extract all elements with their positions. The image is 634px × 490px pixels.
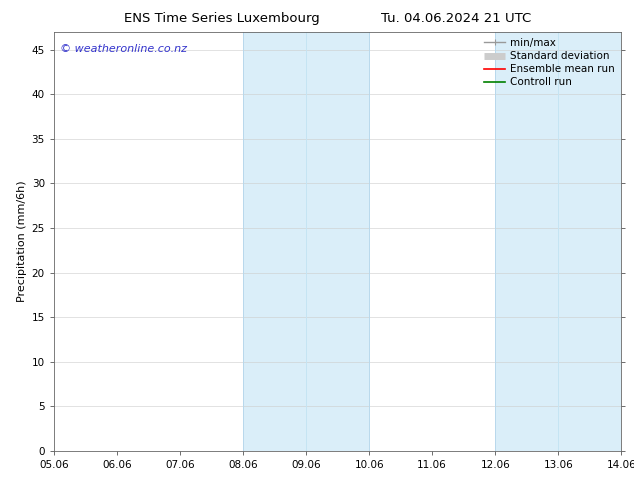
Text: © weatheronline.co.nz: © weatheronline.co.nz — [60, 45, 186, 54]
Legend: min/max, Standard deviation, Ensemble mean run, Controll run: min/max, Standard deviation, Ensemble me… — [480, 34, 619, 92]
Bar — [495, 32, 621, 451]
Text: ENS Time Series Luxembourg: ENS Time Series Luxembourg — [124, 12, 320, 25]
Y-axis label: Precipitation (mm/6h): Precipitation (mm/6h) — [18, 180, 27, 302]
Bar — [243, 32, 369, 451]
Text: Tu. 04.06.2024 21 UTC: Tu. 04.06.2024 21 UTC — [382, 12, 531, 25]
